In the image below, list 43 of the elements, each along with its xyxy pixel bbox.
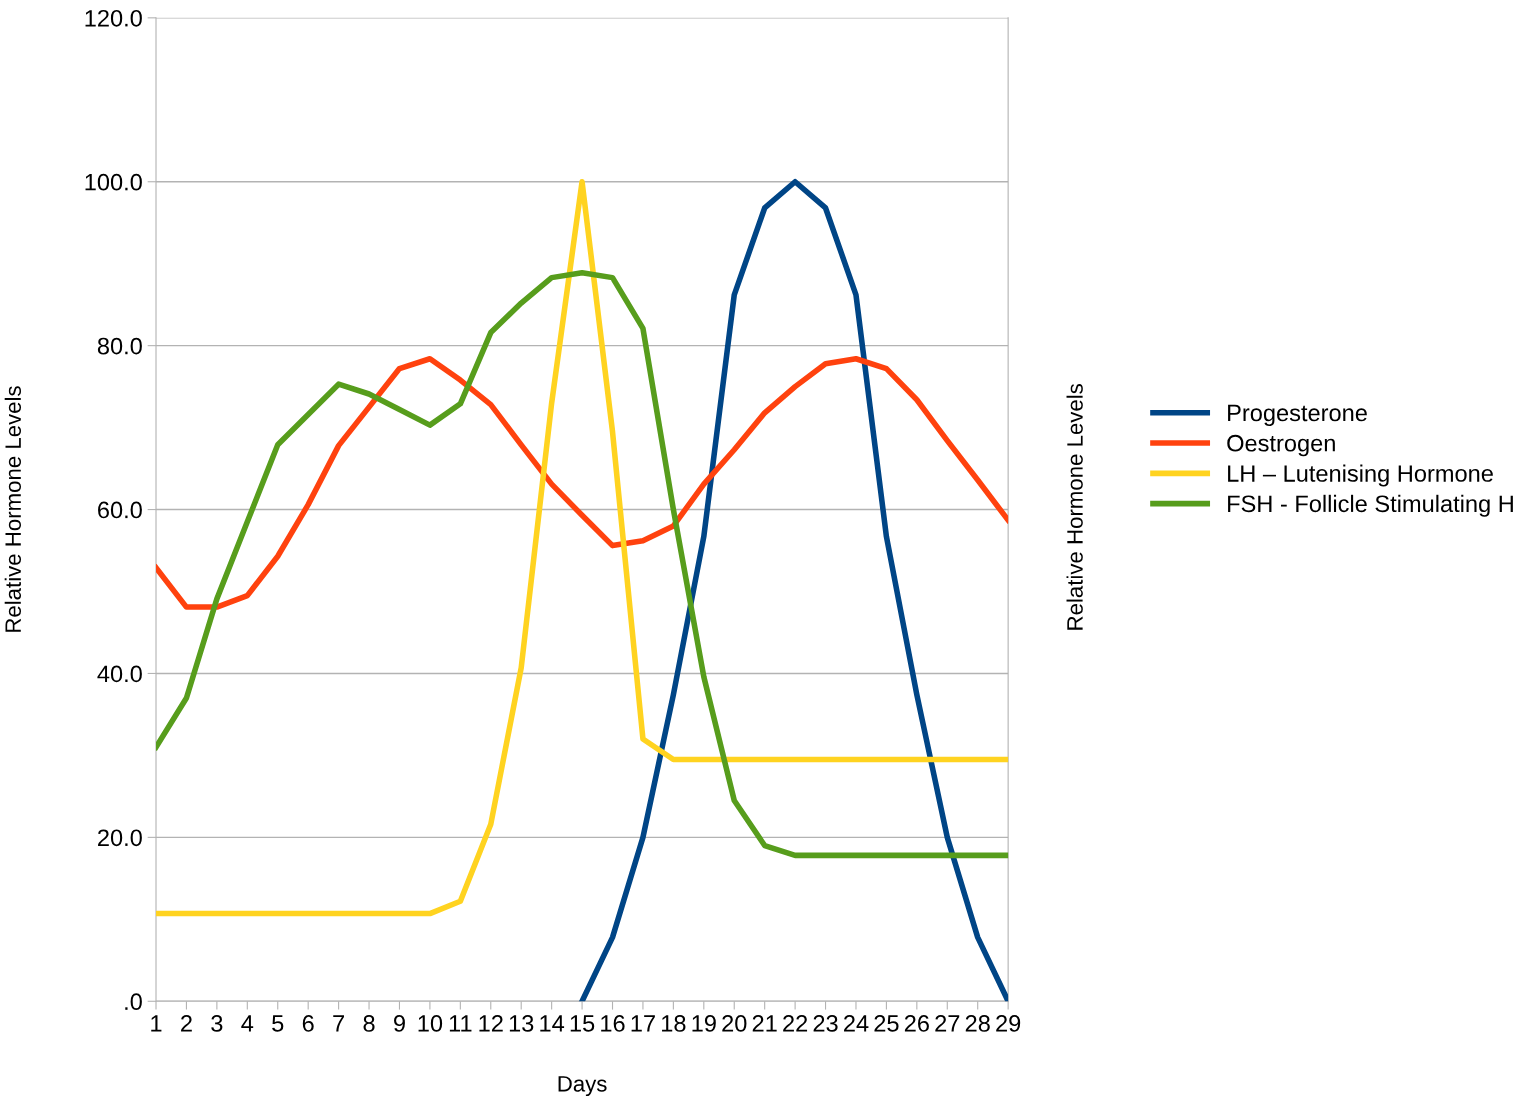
x-tick-label: 2 (181, 1015, 192, 1032)
y-tick-label: 100.0 (85, 173, 142, 191)
x-tick-label: 23 (813, 1015, 838, 1032)
x-tick-label: 20 (722, 1015, 747, 1032)
x-tick-label: 15 (570, 1015, 595, 1032)
x-tick-label: 9 (394, 1015, 405, 1032)
y-axis-title: Relative Hormone Levels (4, 386, 22, 632)
legend-label: FSH - Follicle Stimulating H (1228, 494, 1513, 517)
x-tick-label: 12 (479, 1015, 503, 1032)
x-tick-label: 17 (631, 1015, 655, 1032)
y-tick-label: 20.0 (98, 829, 142, 847)
x-tick-label: 10 (418, 1015, 443, 1032)
y-tick-label: 60.0 (98, 501, 142, 519)
legend-label: Oestrogen (1227, 434, 1335, 457)
x-tick-label: 27 (935, 1015, 960, 1032)
x-tick-label: 7 (333, 1015, 344, 1032)
x-tick-label: 25 (874, 1015, 899, 1032)
x-tick-label: 8 (363, 1015, 375, 1032)
y-tick-label: 120.0 (85, 9, 142, 27)
x-tick-label: 22 (783, 1015, 808, 1032)
x-tick-label: 1 (151, 1015, 162, 1032)
y2-axis-title: Relative Hormone Levels (1066, 383, 1083, 630)
x-tick-label: 13 (509, 1015, 534, 1032)
x-tick-label: 21 (752, 1015, 777, 1032)
x-tick-label: 11 (449, 1015, 472, 1032)
x-tick-label: 28 (965, 1015, 990, 1032)
y-tick-label: .0 (125, 993, 142, 1011)
legend-label: LH – Lutenising Hormone (1228, 464, 1493, 487)
x-tick-label: 19 (692, 1015, 716, 1032)
x-tick-label: 14 (540, 1015, 565, 1032)
x-tick-label: 4 (241, 1015, 254, 1032)
x-tick-label: 18 (662, 1015, 686, 1032)
legend-label: Progesterone (1228, 404, 1367, 426)
x-tick-label: 29 (996, 1015, 1021, 1032)
x-tick-label: 16 (601, 1015, 625, 1032)
x-tick-label: 24 (844, 1015, 869, 1032)
x-tick-label: 6 (302, 1015, 314, 1032)
y-tick-label: 80.0 (97, 337, 142, 355)
x-tick-label: 3 (211, 1015, 223, 1032)
y-tick-label: 40.0 (97, 665, 142, 683)
x-tick-label: 26 (904, 1015, 929, 1032)
x-axis-title: Days (558, 1076, 607, 1097)
x-tick-label: 5 (272, 1015, 284, 1032)
